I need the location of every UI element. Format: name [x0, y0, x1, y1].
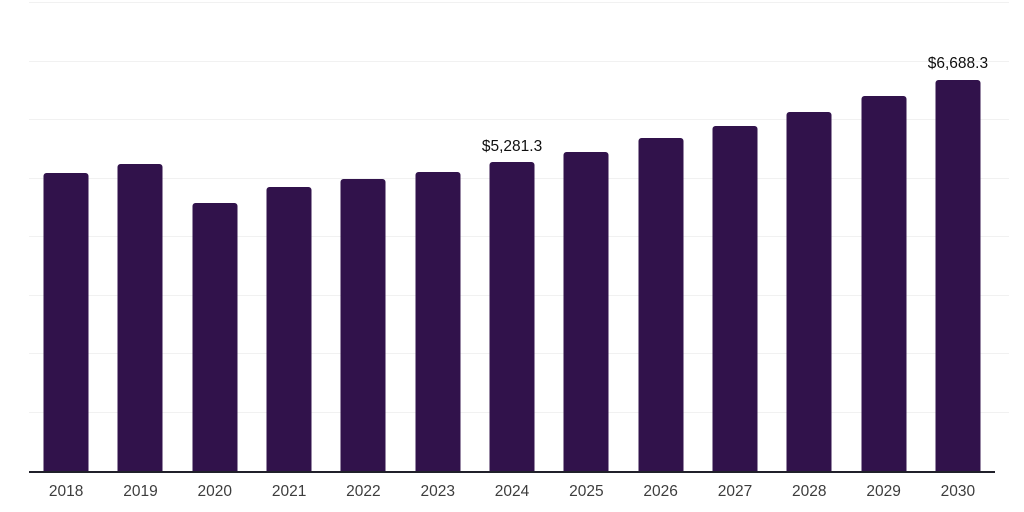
bar-value-label-2024: $5,281.3	[481, 137, 543, 155]
gridline	[29, 60, 1009, 62]
bar-slot-2025	[549, 3, 623, 471]
x-tick-label-2026: 2026	[643, 483, 678, 500]
bar-2023	[415, 171, 461, 471]
bar-slot-2029	[846, 3, 920, 471]
bar-series: $5,281.3 $6,688.3	[29, 3, 995, 471]
bar-slot-2021	[252, 3, 326, 471]
bar-slot-2018	[29, 3, 103, 471]
bar-slot-2023	[401, 3, 475, 471]
gridline	[29, 119, 1009, 120]
x-tick-label-2029: 2029	[866, 483, 901, 500]
x-tick-label-2019: 2019	[123, 483, 158, 500]
bar-2018	[43, 172, 89, 471]
x-tick-label-2025: 2025	[569, 483, 604, 500]
plot-area: $5,281.3 $6,688.3	[29, 2, 1009, 473]
bar-2021	[266, 186, 312, 471]
bar-2024	[489, 162, 535, 471]
x-tick-label-2028: 2028	[792, 483, 827, 500]
bar-2027	[712, 125, 758, 471]
x-tick-label-2020: 2020	[197, 483, 233, 500]
bar-slot-2020	[178, 3, 252, 471]
bar-slot-2030: $6,688.3	[921, 3, 995, 471]
bar-slot-2019	[103, 3, 177, 471]
x-tick-label-2022: 2022	[346, 483, 381, 500]
x-tick-label-2030: 2030	[940, 483, 976, 500]
x-tick-label-2024: 2024	[494, 483, 530, 500]
bar-slot-2024: $5,281.3	[475, 3, 549, 471]
bar-2030	[935, 79, 981, 471]
bar-slot-2026	[624, 3, 698, 471]
bar-2026	[638, 137, 684, 471]
bar-slot-2022	[326, 3, 400, 471]
bar-value-label-2030: $6,688.3	[927, 55, 989, 73]
gridline	[29, 2, 1009, 3]
bar-2025	[563, 151, 609, 471]
bar-2022	[340, 178, 386, 471]
bar-2028	[786, 111, 832, 471]
x-axis-labels: 2018 2019 2020 2021 2022 2023 2024 2025 2026 2027…	[29, 484, 995, 500]
x-tick-label-2027: 2027	[717, 483, 753, 500]
bar-slot-2027	[698, 3, 772, 471]
bar-2020	[192, 202, 238, 471]
bar-slot-2028	[772, 3, 846, 471]
x-tick-label-2023: 2023	[420, 483, 455, 500]
x-tick-label-2021: 2021	[271, 483, 307, 500]
bar-2029	[861, 95, 907, 471]
bar-2019	[117, 164, 163, 471]
x-tick-label-2018: 2018	[48, 483, 84, 500]
